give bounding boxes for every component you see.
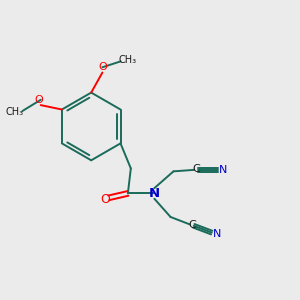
Text: CH₃: CH₃: [5, 107, 23, 118]
Text: N: N: [213, 229, 221, 239]
Text: C: C: [188, 220, 196, 230]
Text: N: N: [149, 187, 160, 200]
Text: O: O: [100, 193, 110, 206]
Text: C: C: [193, 164, 200, 174]
Text: N: N: [219, 165, 228, 175]
Text: O: O: [98, 62, 107, 72]
Text: CH₃: CH₃: [119, 55, 137, 65]
Text: O: O: [35, 95, 44, 105]
